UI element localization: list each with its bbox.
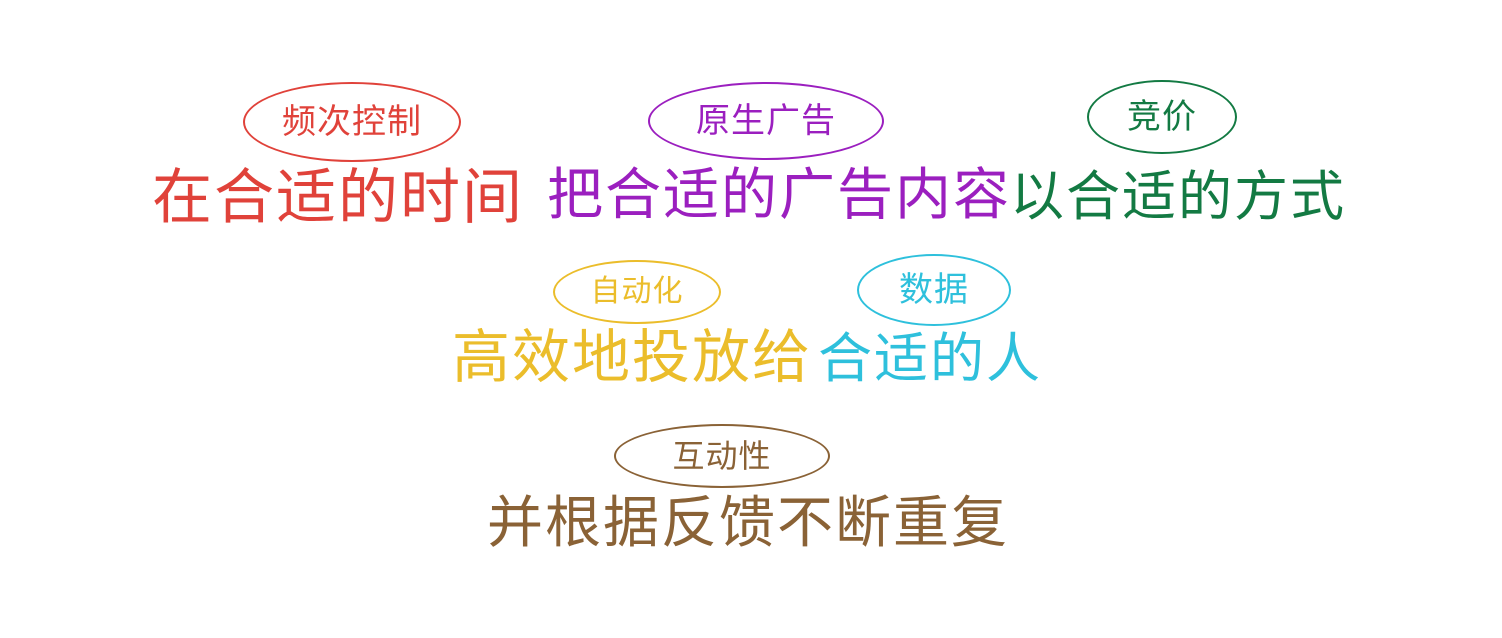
tag-data: 数据 [857, 254, 1011, 326]
phrase-repeat-feedback: 并根据反馈不断重复 [487, 491, 1009, 556]
phrase-right-people: 合适的人 [818, 327, 1042, 390]
tag-bidding: 竞价 [1087, 80, 1237, 154]
tag-frequency-control: 频次控制 [243, 82, 461, 162]
phrase-efficient-delivery: 高效地投放给 [452, 323, 813, 391]
tag-native-ads: 原生广告 [648, 82, 884, 160]
tag-automation: 自动化 [553, 260, 721, 324]
tag-interactivity: 互动性 [614, 424, 830, 488]
phrase-right-time: 在合适的时间 [152, 163, 524, 233]
phrase-right-way: 以合适的方式 [1010, 165, 1346, 228]
phrase-right-ad-content: 把合适的广告内容 [547, 163, 1011, 228]
